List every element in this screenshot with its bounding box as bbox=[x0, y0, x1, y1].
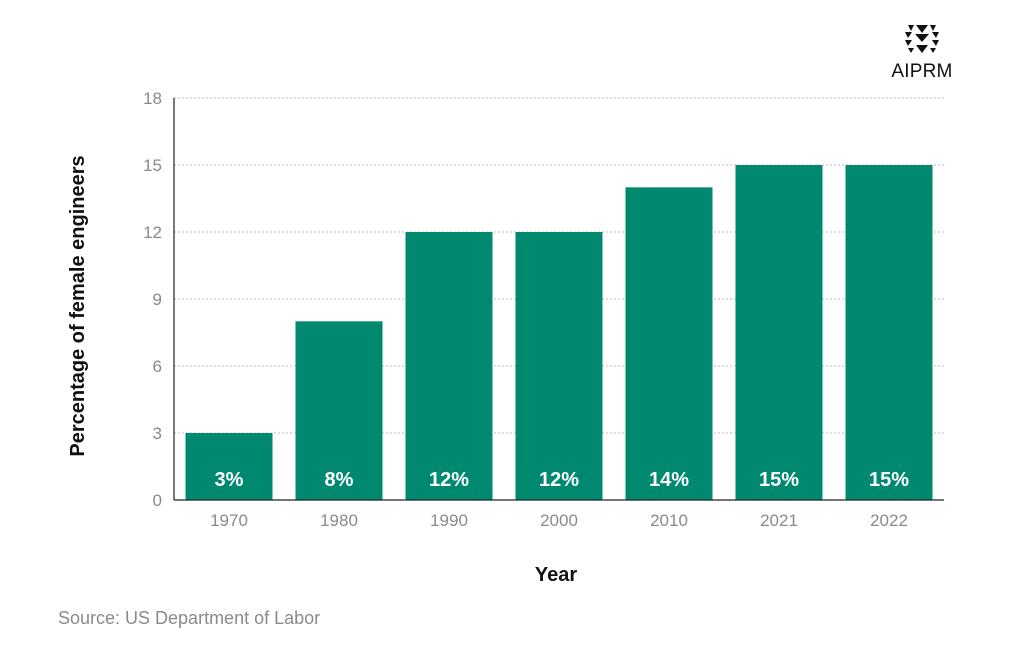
data-label-2010: 14% bbox=[649, 469, 689, 491]
y-tick-label: 9 bbox=[153, 290, 162, 309]
data-label-2021: 15% bbox=[759, 469, 799, 491]
bars-layer bbox=[185, 165, 933, 501]
x-tick-label-2010: 2010 bbox=[650, 511, 688, 530]
bar-2000 bbox=[515, 232, 603, 500]
y-tick-label: 6 bbox=[153, 357, 162, 376]
bar-1990 bbox=[405, 232, 493, 500]
data-label-1990: 12% bbox=[429, 469, 469, 491]
data-label-2000: 12% bbox=[539, 469, 579, 491]
x-tick-label-1970: 1970 bbox=[210, 511, 248, 530]
y-tick-label: 18 bbox=[143, 89, 162, 108]
x-tick-label-1990: 1990 bbox=[430, 511, 468, 530]
x-tick-label-2021: 2021 bbox=[760, 511, 798, 530]
bar-1980 bbox=[295, 321, 383, 500]
y-axis-title: Percentage of female engineers bbox=[67, 155, 89, 456]
brand-name: AIPRM bbox=[891, 61, 953, 82]
aiprm-logo: AIPRM bbox=[890, 22, 954, 83]
x-tick-label-1980: 1980 bbox=[320, 511, 358, 530]
source-note: Source: US Department of Labor bbox=[58, 608, 321, 628]
x-tick-label-2000: 2000 bbox=[540, 511, 578, 530]
y-tick-label: 3 bbox=[153, 424, 162, 443]
y-tick-label: 12 bbox=[143, 223, 162, 242]
labels-layer: 3% 1970 8% 1980 12% 1990 12% 2000 14% 2010 15% 2021… bbox=[210, 469, 909, 530]
bar-1970 bbox=[185, 433, 273, 500]
bar-2010 bbox=[625, 187, 713, 501]
x-axis-title: Year bbox=[535, 564, 577, 586]
bar-2021 bbox=[735, 165, 823, 500]
aiprm-logo-icon bbox=[905, 25, 939, 53]
y-tick-label: 0 bbox=[153, 491, 162, 510]
x-tick-label-2022: 2022 bbox=[870, 511, 908, 530]
data-label-1970: 3% bbox=[215, 469, 244, 491]
data-label-1980: 8% bbox=[325, 469, 354, 491]
data-label-2022: 15% bbox=[869, 469, 909, 491]
axis-layer: 0 3 6 9 12 15 18 bbox=[143, 89, 944, 510]
y-tick-label: 15 bbox=[143, 156, 162, 175]
bar-2022 bbox=[845, 165, 933, 500]
